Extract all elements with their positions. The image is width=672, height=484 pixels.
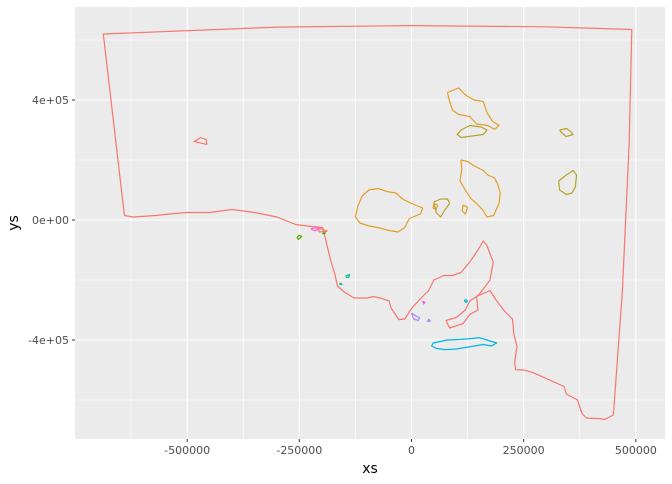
- x-tick-label: 0: [408, 444, 415, 457]
- coastline-path: [446, 87, 500, 130]
- coastline-path: [322, 231, 326, 235]
- series-group: [410, 312, 431, 322]
- x-tick-label: -250000: [276, 444, 322, 457]
- coastline-path: [463, 298, 469, 304]
- coastline-path: [410, 312, 421, 322]
- coastline-path: [354, 187, 424, 233]
- plot-panel: [75, 7, 665, 439]
- coastline-path: [559, 127, 574, 138]
- y-axis: 4e+05 0e+00 -4e+05: [28, 94, 75, 347]
- coastline-path: [433, 198, 451, 218]
- coastline-path: [339, 282, 343, 286]
- coastline-path: [427, 318, 431, 322]
- coastline-path: [459, 159, 501, 218]
- x-tick-label: -500000: [164, 444, 210, 457]
- coastline-path: [316, 227, 328, 233]
- y-tick-label: -4e+05: [28, 334, 69, 347]
- minor-gridlines: [75, 7, 665, 439]
- coastline-path: [456, 124, 488, 139]
- coastline-path: [296, 234, 303, 241]
- series-group: [310, 226, 426, 305]
- x-tick-label: 250000: [503, 444, 545, 457]
- series-layer: [102, 25, 633, 421]
- series-group: [354, 87, 501, 233]
- y-axis-title: ys: [6, 215, 22, 231]
- series-group: [339, 274, 351, 286]
- series-group: [431, 298, 498, 351]
- major-gridlines: [75, 7, 665, 439]
- coastline-path: [431, 337, 498, 351]
- series-group: [433, 124, 578, 218]
- series-group: [296, 231, 326, 241]
- coastline-path: [422, 300, 426, 305]
- coastline-path: [461, 204, 469, 215]
- series-group: [102, 25, 633, 421]
- x-tick-label: 500000: [615, 444, 657, 457]
- coastline-path: [102, 25, 633, 421]
- coastline-path: [558, 169, 578, 196]
- coastline-path: [310, 226, 321, 232]
- coastline-path: [432, 202, 439, 211]
- x-axis: -500000 -250000 0 250000 500000: [164, 439, 657, 457]
- x-axis-title: xs: [362, 461, 378, 477]
- y-tick-label: 0e+00: [32, 214, 69, 227]
- y-tick-label: 4e+05: [32, 94, 69, 107]
- coastline-path: [193, 136, 208, 145]
- coastline-path: [345, 274, 351, 279]
